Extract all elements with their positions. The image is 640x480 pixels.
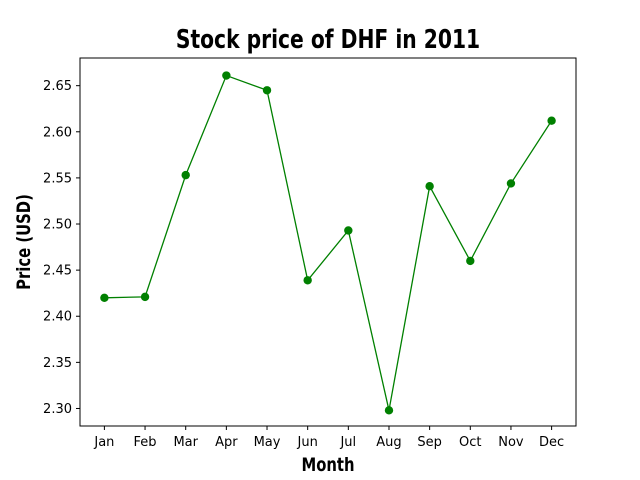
y-tick-label: 2.40: [43, 310, 72, 325]
y-tick-label: 2.65: [43, 79, 72, 94]
data-point-jun: [303, 276, 312, 285]
x-tick-label: May: [254, 435, 281, 450]
y-tick-label: 2.50: [43, 218, 72, 233]
x-tick-label: Feb: [134, 435, 157, 450]
data-point-dec: [547, 116, 556, 125]
x-tick-label: Jun: [297, 435, 318, 450]
chart-title: Stock price of DHF in 2011: [176, 25, 480, 55]
data-point-jul: [344, 226, 353, 235]
plot-area: [79, 57, 577, 427]
y-tick-label: 2.55: [43, 171, 72, 186]
x-tick-label: Mar: [173, 435, 198, 450]
x-tick-label: Apr: [215, 435, 238, 450]
data-point-jan: [100, 293, 109, 302]
series-line: [104, 74, 553, 411]
x-tick-label: Dec: [539, 435, 564, 450]
x-tick-label: Jul: [339, 435, 356, 450]
y-tick-label: 2.60: [43, 125, 72, 140]
x-tick-label: Nov: [498, 435, 524, 450]
y-axis-label: Price (USD): [13, 194, 35, 290]
data-point-feb: [140, 292, 150, 302]
x-tick-label: Jan: [93, 435, 114, 450]
data-point-mar: [181, 170, 190, 180]
data-point-apr: [222, 71, 231, 80]
data-point-may: [262, 86, 272, 95]
data-point-sep: [425, 182, 434, 191]
series-layer: [100, 71, 556, 415]
y-tick-label: 2.35: [43, 356, 72, 371]
x-tick-label: Sep: [417, 435, 442, 450]
x-axis: Jan Feb Mar Apr May Jun Jul Aug Sep Oct Nov Dec: [93, 426, 564, 450]
data-point-nov: [506, 179, 516, 188]
y-tick-label: 2.30: [43, 402, 72, 417]
x-tick-label: Oct: [459, 435, 481, 450]
x-tick-label: Aug: [376, 435, 401, 450]
data-point-oct: [466, 256, 475, 266]
x-axis-label: Month: [301, 454, 354, 476]
y-tick-label: 2.45: [43, 264, 72, 279]
data-point-aug: [384, 406, 394, 415]
y-axis: 2.30 2.35 2.40 2.45 2.50 2.55 2.60 2.65: [43, 79, 80, 417]
